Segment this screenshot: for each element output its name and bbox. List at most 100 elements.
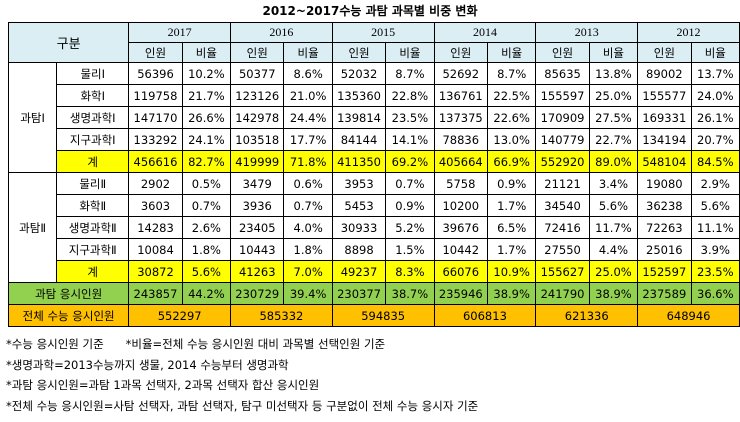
ratio-cell: 5.6% [690, 194, 740, 217]
count-cell: 103518 [230, 128, 285, 151]
count-cell: 10200 [433, 194, 489, 217]
count-cell: 235946 [433, 282, 489, 305]
count-cell: 137375 [433, 106, 489, 129]
count-header: 인원 [331, 42, 387, 63]
count-cell: 56396 [128, 62, 183, 85]
count-cell: 89002 [637, 62, 692, 85]
ratio-cell: 7.0% [283, 260, 333, 283]
count-cell: 123126 [230, 84, 285, 107]
count-header: 인원 [535, 42, 590, 63]
ratio-cell: 14.1% [385, 128, 435, 151]
ratio-cell: 38.7% [385, 282, 435, 305]
subtotal-label: 계 [56, 150, 130, 173]
all-total-cell: 594835 [331, 304, 435, 327]
ratio-cell: 22.7% [588, 128, 639, 151]
year-header: 2013 [535, 22, 639, 43]
subtotal-label: 계 [56, 260, 130, 283]
count-cell: 39676 [433, 216, 489, 239]
subtotal-row: 계 30872 5.6% 41263 7.0% 49237 8.3% 66076 10.9% 15… [9, 260, 740, 283]
ratio-cell: 24.1% [181, 128, 232, 151]
count-cell: 66076 [433, 260, 489, 283]
ratio-cell: 4.0% [283, 216, 333, 239]
ratio-cell: 0.7% [181, 194, 232, 217]
all-total-row: 전체 수능 응시인원 552297 585332 594835 606813 621336… [7, 304, 740, 327]
ratio-cell: 8.6% [283, 62, 333, 85]
count-cell: 3936 [230, 194, 285, 217]
year-header-row: 구분 2017 2016 2015 2014 2013 2012 [7, 22, 740, 63]
ratio-cell: 17.7% [283, 128, 333, 151]
count-header: 인원 [433, 42, 489, 63]
ratio-cell: 24.0% [690, 84, 740, 107]
count-cell: 21121 [535, 172, 590, 195]
ratio-cell: 39.4% [283, 282, 333, 305]
count-cell: 241790 [535, 282, 590, 305]
ratio-cell: 25.0% [588, 260, 639, 283]
table-row: 화학Ⅱ 3603 0.7% 3936 0.7% 5453 0.9% 10200 1.7% 3454… [9, 194, 740, 217]
table-row: 과탐Ⅱ 물리Ⅱ 2902 0.5% 3479 0.6% 3953 0.7% 5758 0.9% 21… [7, 172, 740, 283]
year-header: 2014 [433, 22, 537, 43]
ratio-cell: 1.7% [487, 194, 537, 217]
footnotes: *수능 응시인원 기준 *비율=전체 수능 응시인원 대비 과목별 선택인원 기… [6, 334, 478, 417]
footnote: *생명과학=2013수능까지 생물, 2014 수능부터 생명과학 [6, 357, 289, 372]
ratio-cell: 0.7% [385, 172, 435, 195]
count-cell: 230377 [331, 282, 387, 305]
count-cell: 237589 [637, 282, 692, 305]
footnote: *전체 수능 응시인원=사탐 선택자, 과탐 선택자, 탐구 미선택자 등 구분… [6, 399, 479, 414]
count-cell: 5758 [433, 172, 489, 195]
ratio-cell: 26.1% [690, 106, 740, 129]
count-cell: 41263 [230, 260, 285, 283]
ratio-cell: 13.7% [690, 62, 740, 85]
ratio-cell: 10.9% [487, 260, 537, 283]
count-cell: 136761 [433, 84, 489, 107]
ratio-cell: 66.9% [487, 150, 537, 173]
ratio-cell: 5.6% [588, 194, 639, 217]
all-total-label: 전체 수능 응시인원 [7, 304, 130, 327]
count-cell: 133292 [128, 128, 183, 151]
count-cell: 3953 [331, 172, 387, 195]
count-cell: 14283 [128, 216, 183, 239]
ratio-cell: 82.7% [181, 150, 232, 173]
subject-label: 지구과학Ⅱ [56, 238, 130, 261]
count-cell: 23405 [230, 216, 285, 239]
ratio-cell: 3.9% [690, 238, 740, 261]
ratio-cell: 89.0% [588, 150, 639, 173]
count-cell: 411350 [331, 150, 387, 173]
year-header: 2015 [331, 22, 435, 43]
ratio-cell: 6.5% [487, 216, 537, 239]
subtotal-row: 계 456616 82.7% 419999 71.8% 411350 69.2% 405664… [9, 150, 740, 173]
count-cell: 140779 [535, 128, 590, 151]
year-header: 2016 [230, 22, 333, 43]
count-cell: 25016 [637, 238, 692, 261]
count-cell: 230729 [230, 282, 285, 305]
ratio-cell: 27.5% [588, 106, 639, 129]
count-cell: 72263 [637, 216, 692, 239]
ratio-cell: 21.0% [283, 84, 333, 107]
ratio-cell: 0.6% [283, 172, 333, 195]
count-cell: 8898 [331, 238, 387, 261]
subject-label: 지구과학Ⅰ [56, 128, 130, 151]
count-cell: 147170 [128, 106, 183, 129]
ratio-cell: 1.7% [487, 238, 537, 261]
ratio-cell: 0.5% [181, 172, 232, 195]
table-row: 화학Ⅰ 119758 21.7% 123126 21.0% 135360 22.8% 1367… [9, 84, 740, 107]
science-total-row: 과탐 응시인원 243857 44.2% 230729 39.4% 230377 38.7%… [7, 282, 740, 305]
science-total-label: 과탐 응시인원 [7, 282, 130, 305]
ratio-cell: 10.2% [181, 62, 232, 85]
count-cell: 142978 [230, 106, 285, 129]
ratio-cell: 3.4% [588, 172, 639, 195]
count-cell: 10442 [433, 238, 489, 261]
count-cell: 72416 [535, 216, 590, 239]
count-cell: 30933 [331, 216, 387, 239]
count-cell: 5453 [331, 194, 387, 217]
ratio-cell: 11.7% [588, 216, 639, 239]
group-label: 과탐Ⅱ [7, 172, 58, 283]
table-row: 생명과학Ⅱ 14283 2.6% 23405 4.0% 30933 5.2% 39676 6.5… [9, 216, 740, 239]
all-total-cell: 552297 [128, 304, 232, 327]
all-total-cell: 621336 [535, 304, 639, 327]
count-header: 인원 [637, 42, 692, 63]
count-cell: 36238 [637, 194, 692, 217]
group-header: 구분 [7, 22, 130, 63]
count-cell: 169331 [637, 106, 692, 129]
count-cell: 456616 [128, 150, 183, 173]
ratio-cell: 4.4% [588, 238, 639, 261]
